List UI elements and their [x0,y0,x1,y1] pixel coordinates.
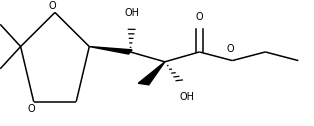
Text: O: O [196,12,203,22]
Polygon shape [138,62,165,85]
Polygon shape [89,47,132,54]
Text: OH: OH [179,92,194,102]
Text: O: O [227,44,235,54]
Text: OH: OH [124,8,139,18]
Text: O: O [49,1,56,11]
Text: O: O [27,104,35,114]
